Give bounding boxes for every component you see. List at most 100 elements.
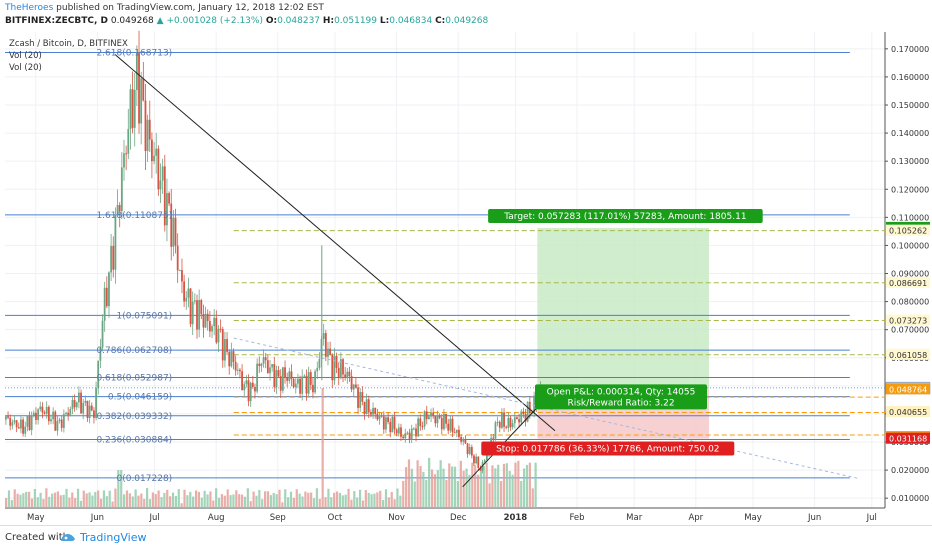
candle-body [54, 411, 57, 431]
x-tick-label: Jun [90, 513, 104, 523]
volume-bar [318, 498, 321, 508]
chart-area[interactable]: 2.618(0.168713) 1.618(0.110875) 1(0.075091… [0, 30, 932, 525]
volume-bar [402, 480, 405, 508]
volume-bar [361, 500, 365, 508]
volume-bar [523, 468, 526, 508]
volume-bar [88, 492, 91, 508]
stop-label-box [481, 441, 735, 456]
price-badge-label: 0.061058 [889, 351, 927, 360]
volume-bar [97, 490, 100, 508]
candle-body [462, 439, 465, 442]
volume-bar [16, 493, 19, 508]
volume-bar [416, 460, 419, 508]
volume-bar [413, 481, 416, 508]
candle-body [389, 421, 392, 433]
volume-bar [430, 469, 434, 508]
price-change: +0.001028 (+2.13%) [166, 16, 263, 26]
candle-body [436, 415, 439, 424]
y-tick-label: 0.090000 [891, 270, 929, 279]
candle-body [485, 453, 488, 461]
published-text: published on TradingView.com, January 12… [56, 3, 324, 13]
volume-bar [474, 465, 477, 508]
volume-bar [514, 462, 517, 508]
candle-body [138, 52, 140, 124]
y-tick-label: 0.170000 [891, 45, 929, 54]
candle-body [324, 333, 327, 357]
volume-bar [356, 497, 359, 508]
candle-body [374, 407, 377, 414]
candle-body [213, 317, 216, 327]
volume-bar [217, 497, 221, 508]
volume-bar [264, 491, 267, 508]
candle-body [11, 422, 14, 426]
y-tick-label: 0.100000 [891, 241, 929, 250]
volume-bar [468, 474, 471, 508]
candle-body [297, 378, 299, 384]
candle-body [9, 417, 12, 426]
volume-bar [292, 497, 295, 508]
candle-body [410, 428, 413, 440]
candle-body [127, 128, 130, 154]
volume-bar [531, 488, 534, 508]
price-badge [886, 406, 930, 418]
volume-bar [160, 497, 163, 508]
candle-body [178, 270, 181, 272]
volume-bar [143, 498, 146, 508]
x-tick-label: Jun [807, 513, 821, 523]
candle-body [118, 205, 121, 211]
candle-body [350, 376, 353, 390]
tradingview-brand[interactable]: TradingView [80, 531, 147, 544]
volume-bar [45, 488, 48, 508]
candle-body [221, 329, 224, 361]
volume-bar [387, 497, 390, 508]
volume-bar [465, 468, 468, 508]
candle-body [494, 422, 497, 439]
x-tick-label: Mar [626, 513, 643, 523]
fib-level-label: 0.618(0.052987) [96, 373, 172, 383]
candle-body [241, 371, 243, 391]
price-chart[interactable]: 2.618(0.168713) 1.618(0.110875) 1(0.075091… [0, 30, 932, 525]
volume-bar [505, 463, 508, 508]
candle-body [215, 317, 218, 343]
candle-body [245, 380, 248, 385]
candle-body [509, 417, 512, 428]
volume-bar [226, 489, 229, 508]
publish-info: TheHeroes published on TradingView.com, … [5, 3, 324, 13]
volume-bar [59, 495, 62, 508]
volume-bar [246, 488, 249, 508]
price-badge-label: 0.040655 [889, 408, 927, 417]
volume-bar [163, 492, 166, 508]
candle-body [288, 371, 291, 381]
volume-bar [338, 492, 342, 508]
downtrend-line [114, 54, 556, 432]
volume-bar [229, 495, 232, 508]
volume-bar [125, 490, 129, 508]
candle-body [17, 427, 20, 429]
candle-body [93, 410, 95, 418]
candle-body [292, 378, 295, 388]
candle-body [84, 400, 87, 403]
volume-bar [373, 493, 376, 508]
candle-body [382, 416, 385, 430]
candle-body [303, 375, 306, 377]
candle-body [417, 418, 420, 437]
y-tick-label: 0.080000 [891, 298, 929, 307]
candle-body [299, 378, 301, 394]
volume-bar [436, 470, 439, 508]
author-link[interactable]: TheHeroes [5, 3, 54, 13]
candle-body [204, 313, 207, 328]
candle-body [322, 333, 325, 339]
volume-bar [140, 493, 143, 508]
candle-body [455, 429, 458, 433]
candle-body [318, 359, 321, 369]
candle-body [20, 419, 22, 429]
candle-body [148, 119, 151, 140]
candle-body [264, 357, 267, 361]
candle-body [58, 419, 61, 422]
volume-bar [33, 488, 36, 508]
volume-bar [189, 491, 192, 508]
candle-body [490, 437, 493, 443]
volume-bar [287, 497, 290, 508]
volume-bar [111, 501, 114, 508]
candle-body [260, 363, 263, 366]
